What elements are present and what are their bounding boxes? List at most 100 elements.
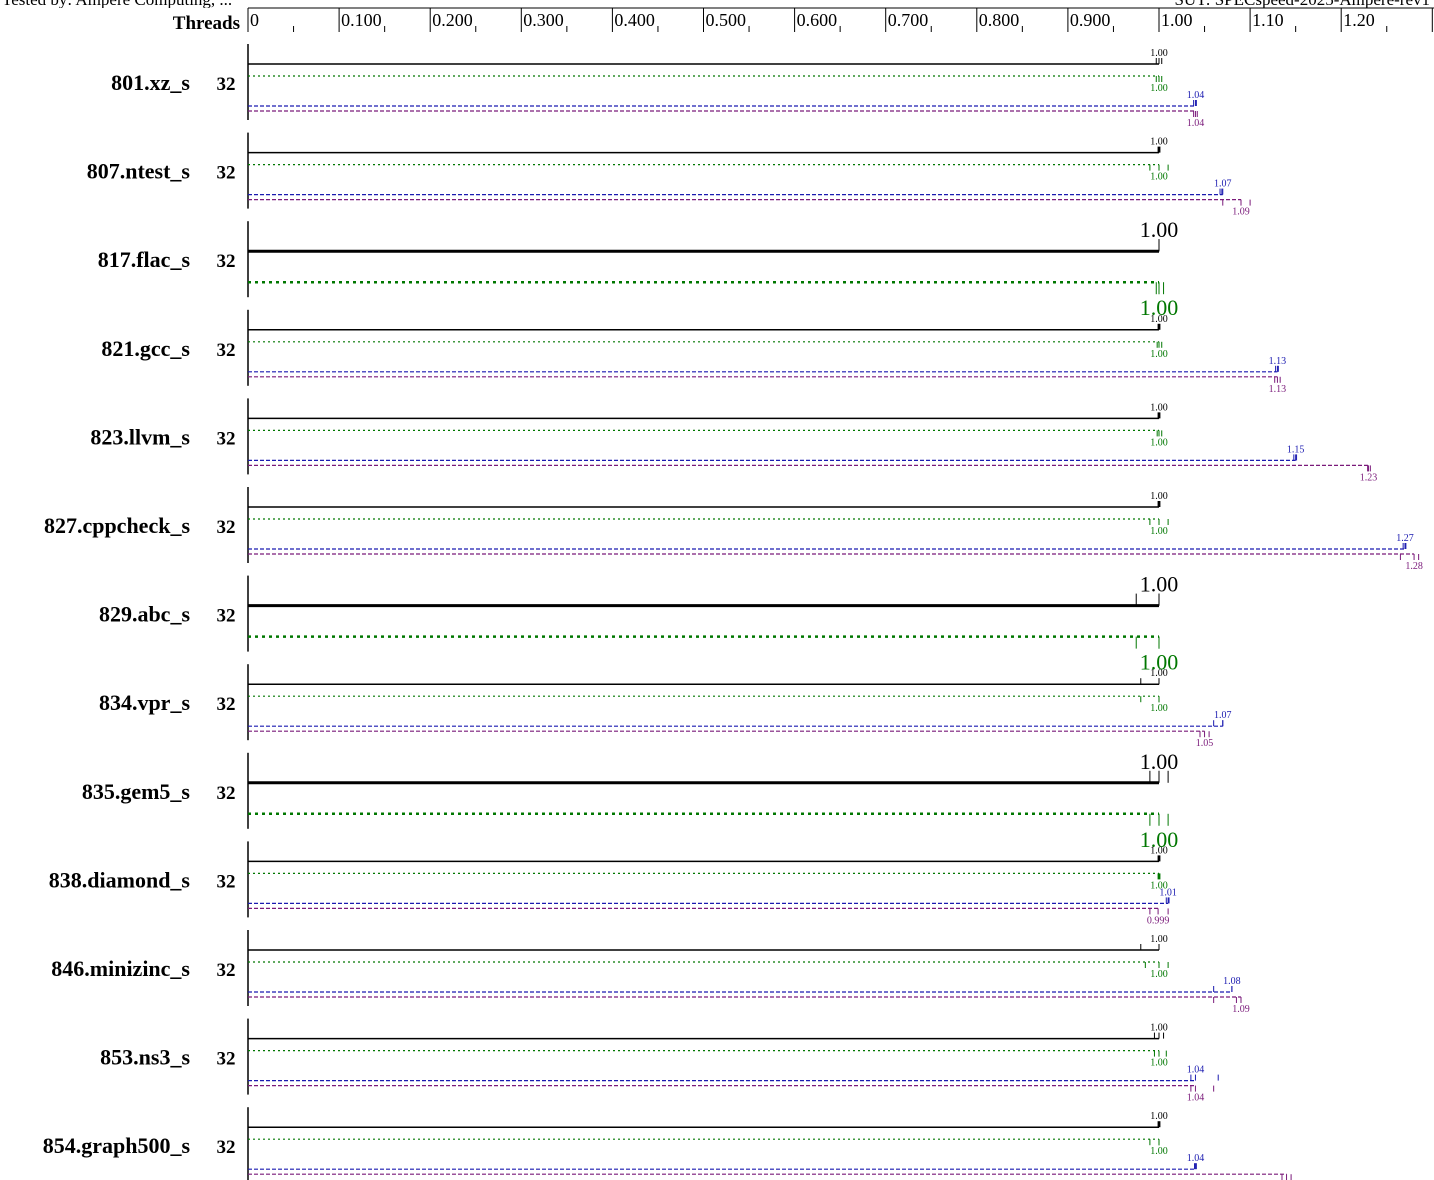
- result-value-label: 1.00: [1150, 1146, 1168, 1157]
- benchmark-name: 821.gcc_s: [101, 336, 190, 361]
- result-value-label: 1.00: [1150, 1023, 1168, 1034]
- benchmark-name: 853.ns3_s: [100, 1045, 190, 1070]
- thread-count: 32: [217, 783, 236, 804]
- x-tick-label: 0.600: [797, 10, 838, 30]
- x-tick-label: 0: [250, 10, 259, 30]
- result-value-label: 1.00: [1150, 934, 1168, 945]
- result-value-label: 1.00: [1150, 137, 1168, 148]
- x-tick-label: 0.300: [523, 10, 564, 30]
- result-value-label: 1.07: [1214, 710, 1232, 721]
- x-tick-label: 0.500: [706, 10, 747, 30]
- header-sut: SUT: SPECspeed-2025-Ampere-rev1: [1174, 0, 1430, 8]
- thread-count: 32: [217, 606, 236, 627]
- thread-count: 32: [217, 74, 236, 95]
- report-header: Tested by: Ampere Computing, ... SUT: SP…: [0, 0, 1434, 8]
- x-axis: Threads 0 0.100 0.200 0.300 0.400 0.500 0.600 0…: [173, 7, 1434, 34]
- benchmark-name: 829.abc_s: [99, 602, 191, 627]
- result-value-label: 1.04: [1187, 90, 1205, 101]
- result-value-label: 1.01: [1159, 887, 1177, 898]
- result-value-label: 1.00: [1150, 668, 1168, 679]
- x-tick-label: 1.20: [1343, 10, 1375, 30]
- thread-count: 32: [217, 1049, 236, 1070]
- result-value-label: 0.999: [1147, 915, 1170, 926]
- result-value-label: 1.13: [1269, 384, 1287, 395]
- result-value-label: 1.04: [1187, 1065, 1205, 1076]
- x-tick-label: 1.10: [1252, 10, 1284, 30]
- result-value-label: 1.04: [1187, 1153, 1205, 1164]
- benchmark-row: 835.gem5_s 32 1.00 1.00: [82, 749, 1178, 852]
- x-tick-label: 1.00: [1161, 10, 1193, 30]
- result-value-label: 1.00: [1150, 437, 1168, 448]
- result-value-label: 1.00: [1150, 1058, 1168, 1069]
- benchmark-name: 834.vpr_s: [99, 690, 191, 715]
- thread-count: 32: [217, 1137, 236, 1158]
- result-value-label: 1.00: [1140, 217, 1179, 242]
- result-value-label: 1.00: [1150, 969, 1168, 980]
- benchmark-name: 827.cppcheck_s: [44, 513, 191, 538]
- benchmark-row: 827.cppcheck_s 32 1.00 1.00 1.27 1.28: [44, 487, 1423, 572]
- benchmark-row: 829.abc_s 32 1.00 1.00: [99, 572, 1178, 675]
- result-value-label: 1.00: [1150, 880, 1168, 891]
- result-value-label: 1.07: [1214, 179, 1232, 190]
- x-tick-label: 0.400: [614, 10, 655, 30]
- benchmark-name: 801.xz_s: [111, 70, 190, 95]
- benchmark-name: 823.llvm_s: [90, 424, 190, 449]
- result-value-label: 1.00: [1140, 749, 1179, 774]
- x-tick-label: 0.800: [979, 10, 1020, 30]
- result-value-label: 1.27: [1396, 533, 1414, 544]
- result-value-label: 1.00: [1140, 650, 1179, 675]
- thread-count: 32: [217, 163, 236, 184]
- result-value-label: 1.15: [1287, 444, 1305, 455]
- x-tick-label: 0.200: [432, 10, 473, 30]
- benchmark-name: 807.ntest_s: [87, 159, 191, 184]
- thread-count: 32: [217, 694, 236, 715]
- result-value-label: 1.00: [1150, 526, 1168, 537]
- result-value-label: 1.00: [1150, 845, 1168, 856]
- result-value-label: 1.00: [1150, 349, 1168, 360]
- result-value-label: 1.00: [1150, 314, 1168, 325]
- thread-count: 32: [217, 871, 236, 892]
- result-value-label: 1.00: [1150, 402, 1168, 413]
- result-value-label: 1.00: [1150, 48, 1168, 59]
- result-value-label: 1.23: [1360, 472, 1378, 483]
- result-value-label: 1.05: [1196, 738, 1214, 749]
- result-value-label: 1.08: [1223, 976, 1241, 987]
- thread-count: 32: [217, 340, 236, 361]
- x-tick-label: 0.700: [888, 10, 929, 30]
- benchmark-row: 821.gcc_s 32 1.00 1.00 1.13 1.13: [101, 309, 1287, 395]
- x-tick-label: 0.900: [1070, 10, 1111, 30]
- benchmark-row: 846.minizinc_s 32 1.00 1.00 1.08 1.09: [51, 930, 1250, 1015]
- benchmark-row: 817.flac_s 32 1.00 1.00: [98, 217, 1179, 320]
- result-value-label: 1.28: [1405, 561, 1423, 572]
- result-value-label: 1.09: [1232, 1004, 1250, 1015]
- result-value-label: 1.00: [1150, 83, 1168, 94]
- benchmark-row: 853.ns3_s 32 1.00 1.00 1.04 1.04: [100, 1018, 1219, 1104]
- result-value-label: 1.00: [1140, 295, 1179, 320]
- thread-count: 32: [217, 428, 236, 449]
- thread-count: 32: [217, 960, 236, 981]
- thread-count: 32: [217, 251, 236, 272]
- benchmark-name: 854.graph500_s: [43, 1133, 191, 1158]
- benchmark-name: 817.flac_s: [98, 247, 191, 272]
- result-value-label: 1.00: [1140, 827, 1179, 852]
- benchmark-name: 838.diamond_s: [49, 867, 191, 892]
- result-value-label: 1.00: [1150, 1111, 1168, 1122]
- result-value-label: 1.00: [1150, 172, 1168, 183]
- result-value-label: 1.00: [1150, 491, 1168, 502]
- benchmark-row: 834.vpr_s 32 1.00 1.00 1.07 1.05: [99, 664, 1232, 749]
- result-value-label: 1.09: [1232, 207, 1250, 218]
- result-value-label: 1.04: [1187, 118, 1205, 129]
- benchmark-name: 835.gem5_s: [82, 779, 191, 804]
- header-tested-by: Tested by: Ampere Computing, ...: [2, 0, 232, 8]
- thread-count: 32: [217, 517, 236, 538]
- threads-column-header: Threads: [173, 13, 240, 34]
- result-value-label: 1.00: [1140, 572, 1179, 597]
- result-value-label: 1.13: [1269, 356, 1287, 367]
- x-tick-label: 0.100: [341, 10, 382, 30]
- benchmark-row: 801.xz_s 32 1.00 1.00 1.04 1.04: [111, 44, 1204, 129]
- result-value-label: 1.00: [1150, 703, 1168, 714]
- benchmark-name: 846.minizinc_s: [51, 956, 190, 981]
